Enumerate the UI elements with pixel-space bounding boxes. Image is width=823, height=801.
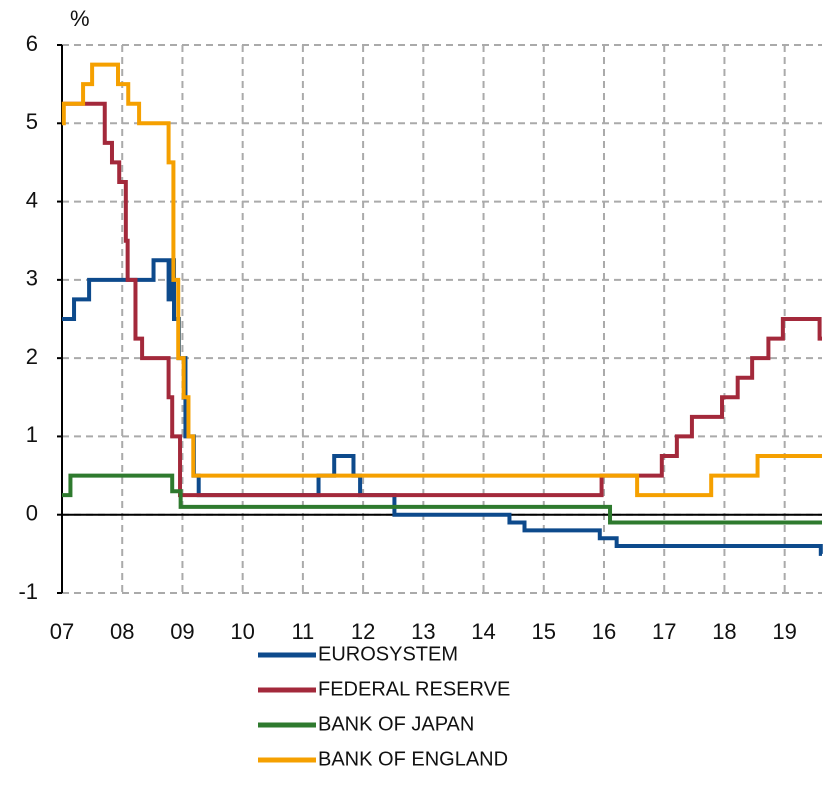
x-tick-label: 19: [772, 619, 796, 644]
series-line: [62, 473, 822, 525]
legend-label: BANK OF ENGLAND: [318, 748, 508, 770]
legend-label: EUROSYSTEM: [318, 643, 458, 665]
y-tick-label: -1: [18, 579, 38, 604]
legend-label: BANK OF JAPAN: [318, 713, 474, 735]
x-tick-label: 16: [592, 619, 616, 644]
y-tick-label: 3: [26, 266, 38, 291]
series-line: [62, 101, 822, 498]
y-tick-label: 4: [26, 187, 38, 212]
legend-label: FEDERAL RESERVE: [318, 678, 510, 700]
legend: EUROSYSTEM FEDERAL RESERVE BANK OF JAPAN BA…: [258, 643, 510, 770]
y-tick-label: 6: [26, 31, 38, 56]
y-tick-label: 0: [26, 501, 38, 526]
y-tick-label: 2: [26, 344, 38, 369]
y-unit-label: %: [70, 6, 90, 31]
y-tick-label: 5: [26, 109, 38, 134]
series-line: [62, 258, 823, 556]
x-tick-label: 10: [230, 619, 254, 644]
x-tick-label: 13: [411, 619, 435, 644]
series-line: [61, 62, 822, 498]
x-tick-label: 12: [351, 619, 375, 644]
x-tick-label: 08: [110, 619, 134, 644]
x-tick-label: 09: [170, 619, 194, 644]
x-tick-label: 07: [50, 619, 74, 644]
x-tick-label: 17: [652, 619, 676, 644]
x-tick-label: 18: [712, 619, 736, 644]
x-tick-label: 14: [471, 619, 495, 644]
x-tick-label: 15: [532, 619, 556, 644]
y-tick-label: 1: [26, 422, 38, 447]
x-tick-label: 11: [291, 619, 314, 644]
